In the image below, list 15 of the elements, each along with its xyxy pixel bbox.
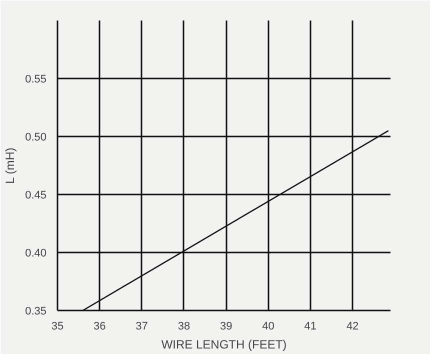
x-tick-label: 39 [220,320,232,332]
y-axis-title: L (mH) [3,148,18,184]
x-tick-label: 42 [346,320,359,332]
y-tick-label: 0.55 [25,74,47,86]
y-tick-label: 0.35 [25,306,47,318]
y-tick-label: 0.50 [25,132,47,144]
x-tick-label: 38 [178,320,190,332]
y-tick-label: 0.40 [25,248,47,260]
x-tick-label: 35 [51,320,64,332]
x-axis-title: WIRE LENGTH (FEET) [161,338,287,352]
x-tick-label: 36 [94,320,106,332]
y-tick-label: 0.45 [25,190,47,202]
x-tick-label: 37 [136,320,148,332]
x-tick-label: 41 [304,320,317,332]
x-tick-label: 40 [262,320,274,332]
